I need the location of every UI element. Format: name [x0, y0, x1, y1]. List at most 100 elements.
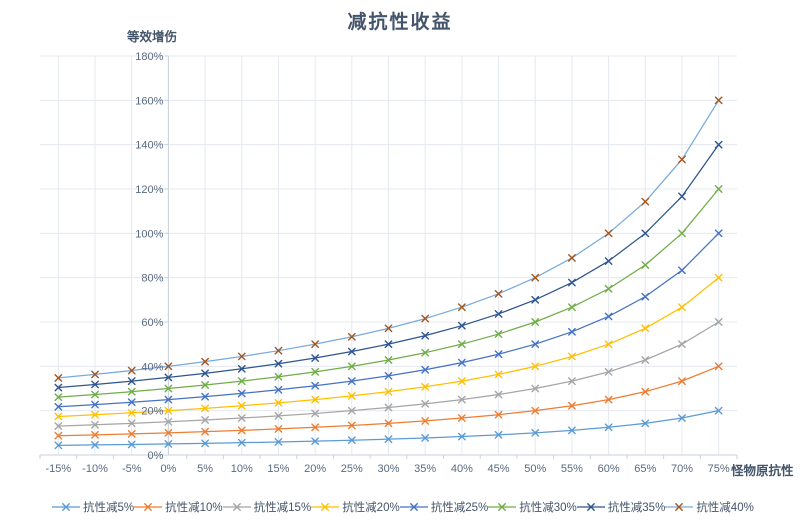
x-marker: [54, 431, 63, 440]
x-marker: [164, 373, 173, 382]
x-marker: [714, 185, 723, 193]
x-marker: [678, 155, 686, 164]
x-marker: [604, 229, 613, 238]
x-marker: [274, 411, 283, 420]
x-marker: [494, 289, 503, 298]
x-tick-label: 50%: [524, 463, 546, 475]
x-marker: [457, 377, 466, 386]
x-tick-label: -5%: [122, 463, 142, 475]
x-tick-label: -10%: [82, 463, 108, 475]
legend-item-0: 抗性减5%: [52, 499, 134, 515]
series-3: [54, 273, 723, 421]
x-marker: [91, 420, 99, 429]
x-marker: [54, 422, 63, 430]
y-tick-label: 20%: [141, 406, 163, 418]
x-tick-label: 45%: [488, 463, 510, 475]
legend-x-marker: [321, 503, 330, 511]
x-marker: [91, 441, 99, 449]
series-5: [54, 185, 723, 402]
x-marker: [311, 437, 320, 446]
x-tick-label: 75%: [708, 463, 730, 475]
series-7: [54, 96, 723, 382]
x-marker: [237, 426, 246, 435]
x-marker: [604, 423, 613, 432]
x-tick-label: 30%: [377, 463, 399, 475]
x-marker: [641, 261, 650, 269]
x-marker: [91, 410, 99, 419]
x-marker: [91, 430, 99, 439]
x-marker: [384, 324, 393, 333]
y-tick-labels: 0% 20% 40% 60% 80% 100% 120% 140% 160% 180%: [135, 51, 163, 462]
y-tick-label: 160%: [135, 95, 163, 107]
x-marker: [568, 352, 576, 361]
x-marker: [384, 356, 393, 364]
x-marker: [457, 358, 466, 367]
legend-swatch-icon: [134, 503, 163, 511]
x-axis-title: 怪物原抗性: [731, 464, 794, 478]
x-marker: [531, 273, 540, 282]
x-marker: [678, 229, 686, 238]
x-marker: [457, 303, 466, 312]
legend-swatch-icon: [488, 503, 517, 511]
x-marker: [237, 352, 246, 361]
x-marker: [164, 440, 173, 448]
x-marker: [347, 406, 356, 415]
x-marker: [201, 392, 209, 401]
x-marker: [531, 362, 540, 371]
x-marker: [54, 393, 63, 402]
x-marker: [641, 356, 650, 364]
x-marker: [714, 273, 723, 282]
x-tick-label: 65%: [634, 463, 656, 475]
chart-title: 减抗性收益: [347, 12, 453, 33]
x-marker: [127, 387, 136, 396]
y-tick-label: 140%: [135, 140, 163, 152]
x-marker: [714, 140, 723, 149]
x-marker: [54, 374, 63, 382]
x-marker: [347, 421, 356, 430]
series-2: [54, 318, 723, 430]
x-marker: [678, 192, 686, 201]
legend-item-2: 抗性减15%: [222, 499, 311, 515]
x-marker: [201, 369, 209, 378]
x-marker: [201, 439, 209, 448]
x-marker: [678, 414, 686, 422]
x-marker: [54, 412, 63, 421]
legend-swatch-icon: [311, 503, 340, 511]
x-marker: [678, 377, 686, 386]
x-marker: [201, 416, 209, 424]
x-marker: [91, 400, 99, 409]
x-marker: [678, 266, 686, 275]
x-marker: [164, 362, 173, 371]
y-tick-label: 40%: [141, 361, 163, 373]
x-marker: [311, 354, 320, 362]
x-marker: [274, 425, 283, 433]
x-marker: [457, 432, 466, 441]
x-marker: [347, 362, 356, 371]
x-marker: [274, 372, 283, 381]
legend-swatch-icon: [576, 503, 605, 511]
x-marker: [91, 380, 99, 389]
x-marker: [127, 429, 136, 438]
legend-x-marker: [232, 503, 241, 511]
x-marker: [421, 417, 430, 425]
y-tick-label: 120%: [135, 184, 163, 196]
series-6: [54, 140, 723, 392]
legend-swatch-icon: [399, 503, 428, 511]
x-marker: [604, 340, 613, 349]
x-tick-label: 15%: [267, 463, 289, 475]
x-marker: [54, 441, 63, 450]
x-marker: [531, 340, 540, 349]
x-marker: [604, 284, 613, 293]
x-marker: [531, 384, 540, 393]
x-marker: [568, 377, 576, 386]
x-marker: [568, 278, 576, 287]
x-marker: [494, 410, 503, 419]
x-marker: [201, 357, 209, 366]
y-tick-label: 100%: [135, 228, 163, 240]
x-marker: [604, 312, 613, 321]
x-marker: [641, 197, 650, 206]
series-4: [54, 229, 723, 411]
x-marker: [311, 340, 320, 349]
x-tick-label: 0%: [160, 463, 176, 475]
